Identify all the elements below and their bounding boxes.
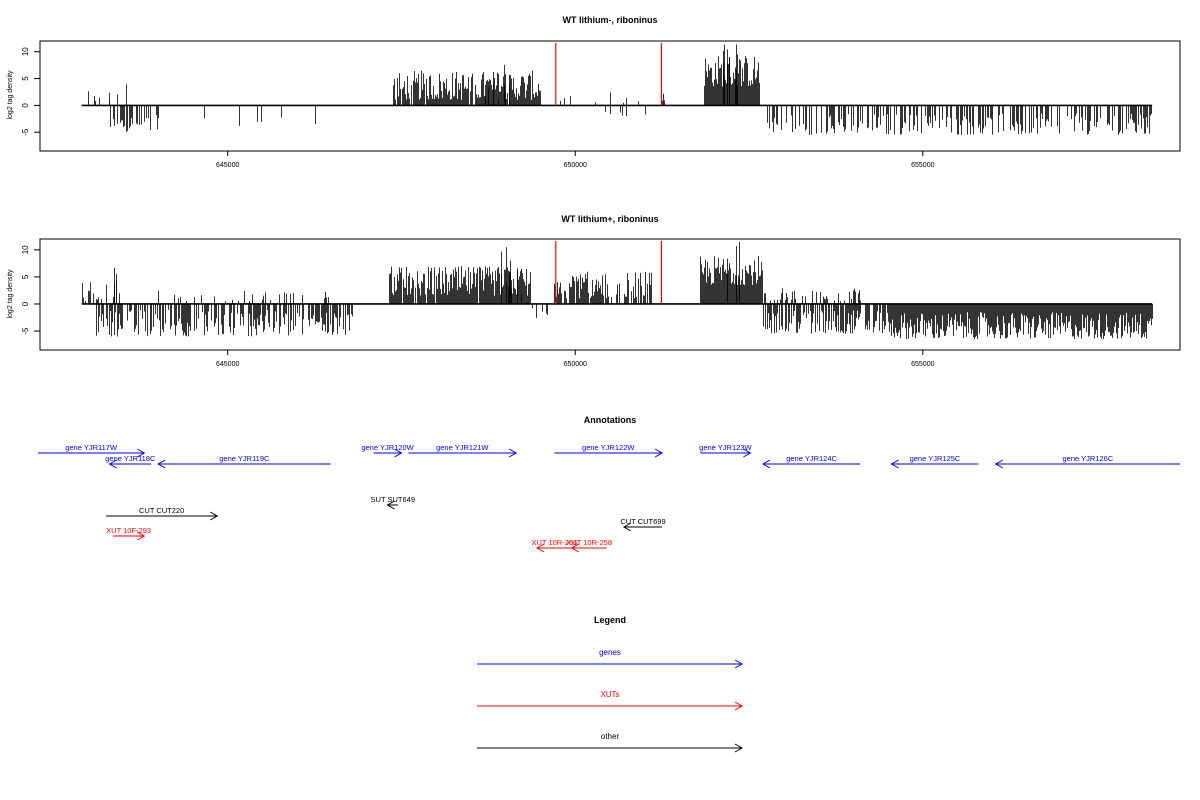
legend-label: XUTs	[600, 690, 619, 699]
legend-label: genes	[599, 648, 621, 657]
annotation-feature: gene YJR122W	[554, 443, 664, 458]
feature-arrow-head	[761, 459, 771, 469]
annotation-feature: gene YJR123W	[699, 443, 753, 458]
legend-label: other	[601, 732, 620, 741]
feature-arrow-head	[622, 522, 632, 532]
feature-arrow-head	[654, 448, 664, 458]
feature-label: XUT 10F-293	[106, 526, 151, 535]
legend-arrow-head	[734, 701, 744, 711]
panel-2-markers	[555, 241, 663, 304]
feature-label: gene YJR119C	[219, 454, 270, 463]
panel-2: WT lithium+, riboninus log2 tag density …	[7, 214, 1181, 368]
annotation-feature: gene YJR117W	[38, 443, 146, 458]
xtick-label: 655000	[911, 162, 934, 169]
legend: Legend genes XUTs other	[477, 615, 744, 753]
feature-arrow-head	[743, 448, 752, 458]
legend-entry: genes	[477, 648, 744, 669]
legend-entries: genes XUTs other	[477, 648, 744, 753]
feature-arrow-head	[890, 459, 899, 469]
feature-arrow-head	[137, 531, 146, 541]
ytick-label: -5	[21, 128, 30, 136]
legend-arrow-head	[734, 659, 744, 669]
annotation-feature: gene YJR120W	[361, 443, 415, 458]
feature-arrow-head	[157, 459, 166, 469]
ytick-label: 5	[21, 274, 30, 279]
annotation-feature: gene YJR124C	[761, 454, 861, 469]
annotation-feature: gene YJR125C	[890, 454, 979, 469]
feature-label: CUT CUT220	[139, 506, 184, 515]
annotations-title: Annotations	[584, 415, 637, 425]
panel-1-title: WT lithium-, riboninus	[563, 15, 658, 25]
legend-entry: XUTs	[477, 690, 744, 711]
annotation-feature: gene YJR119C	[157, 454, 331, 469]
feature-arrow-head	[386, 500, 395, 510]
feature-label: XUT 10R-266	[532, 538, 578, 547]
panel-2-bars	[82, 241, 1153, 340]
feature-arrow-head	[394, 448, 403, 458]
feature-label: gene YJR117W	[65, 443, 118, 452]
xtick-label: 655000	[911, 361, 934, 368]
legend-title: Legend	[594, 615, 626, 625]
ytick-label: 0	[21, 301, 30, 306]
panel-1-ylabel: log2 tag density	[7, 70, 14, 120]
xtick-label: 645000	[216, 162, 239, 169]
feature-label: gene YJR123W	[699, 443, 752, 452]
feature-arrow-head	[210, 511, 219, 521]
panel-2-title: WT lithium+, riboninus	[561, 214, 658, 224]
annotation-features: gene YJR117W gene YJR118C gene YJR119C gene…	[38, 443, 1180, 553]
feature-arrow-head	[108, 459, 117, 469]
annotation-feature: gene YJR126C	[994, 454, 1180, 469]
ytick-label: 5	[21, 76, 30, 81]
legend-arrow-head	[734, 743, 744, 753]
annotation-feature: CUT CUT699	[620, 517, 666, 532]
panel-1-markers	[555, 43, 663, 106]
legend-entry: other	[477, 732, 744, 753]
annotation-feature: XUT 10F-293	[106, 526, 151, 541]
feature-arrow-head	[994, 459, 1004, 469]
ytick-label: 10	[21, 47, 30, 56]
panel-1-xticks: 645000 650000 655000	[216, 151, 935, 169]
feature-label: gene YJR121W	[436, 443, 489, 452]
feature-label: gene YJR126C	[1063, 454, 1114, 463]
ytick-label: -5	[21, 327, 30, 335]
feature-arrow-head	[536, 543, 545, 553]
xtick-label: 650000	[564, 361, 587, 368]
feature-arrow-head	[570, 543, 580, 553]
feature-label: gene YJR120W	[361, 443, 414, 452]
annotation-feature: XUT 10R-258	[566, 538, 612, 553]
panel-2-ylabel: log2 tag density	[7, 269, 14, 319]
panel-1-frame	[39, 40, 1181, 152]
annotation-feature: gene YJR121W	[408, 443, 518, 458]
panel-1: WT lithium-, riboninus log2 tag density …	[7, 15, 1181, 169]
annotation-feature: gene YJR118C	[105, 454, 156, 469]
xtick-label: 650000	[564, 162, 587, 169]
annotation-feature: XUT 10R-266	[532, 538, 578, 553]
panel-1-bars	[88, 44, 1152, 135]
panel-2-frame	[39, 238, 1181, 351]
feature-arrow-head	[137, 448, 146, 458]
feature-label: gene YJR124C	[786, 454, 837, 463]
xtick-label: 645000	[216, 361, 239, 368]
panel-2-xticks: 645000 650000 655000	[216, 350, 935, 368]
feature-label: gene YJR125C	[910, 454, 961, 463]
annotation-feature: SUT SUT649	[371, 495, 415, 510]
feature-label: gene YJR122W	[582, 443, 635, 452]
feature-label: CUT CUT699	[620, 517, 665, 526]
feature-label: SUT SUT649	[371, 495, 415, 504]
ytick-label: 0	[21, 103, 30, 108]
feature-label: XUT 10R-258	[566, 538, 612, 547]
panel-2-yticks: -5 0 5 10	[21, 245, 40, 335]
ytick-label: 10	[21, 245, 30, 254]
feature-label: gene YJR118C	[105, 454, 156, 463]
annotation-feature: CUT CUT220	[106, 506, 219, 521]
feature-arrow-head	[508, 448, 518, 458]
panel-1-yticks: -5 0 5 10	[21, 47, 40, 136]
